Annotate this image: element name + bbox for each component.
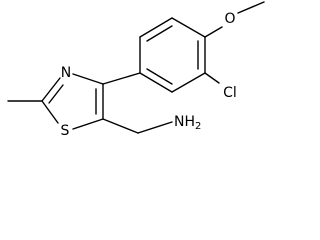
bond [41, 77, 61, 102]
bond [72, 118, 104, 130]
bond [72, 73, 104, 85]
atom-label: NH2 [174, 114, 201, 132]
bond [204, 26, 223, 38]
atom-label-subscript: 2 [195, 121, 201, 132]
bond [237, 1, 265, 14]
bond [204, 72, 220, 84]
bond [102, 118, 139, 134]
bond [48, 84, 64, 104]
atom-label: Cl [223, 85, 237, 101]
atom-label: N [61, 65, 71, 81]
bond [146, 25, 173, 42]
bond [41, 100, 59, 124]
structure-diagram: N S Cl O NH2 [7, 1, 265, 139]
bonds [7, 1, 265, 134]
atom-label: O [224, 11, 235, 27]
bond [102, 72, 141, 85]
bond [139, 72, 173, 93]
bond [146, 68, 173, 85]
bond [137, 121, 173, 134]
bond [171, 17, 206, 38]
bond [139, 17, 173, 38]
bond [171, 72, 206, 93]
atom-label-main: NH [174, 114, 195, 130]
atom-label: S [61, 123, 70, 139]
